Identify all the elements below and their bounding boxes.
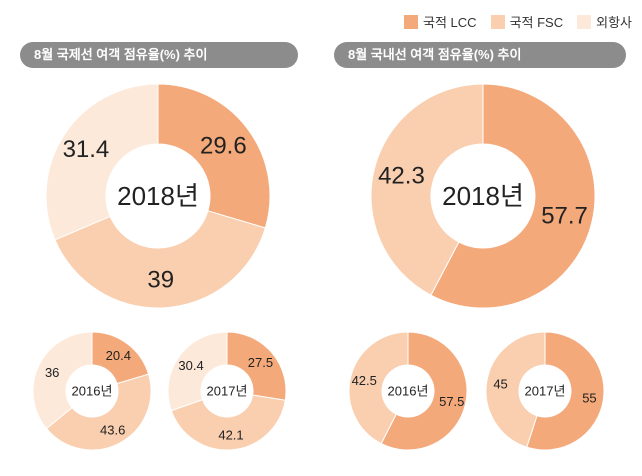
donut-slice-dom-2016-lcc	[380, 331, 468, 451]
donut-slice-intl-2017-foreign	[167, 331, 228, 412]
data-label-dom-2017-lcc: 55	[582, 391, 596, 406]
donut-hole-intl-2016	[66, 365, 118, 417]
donut-hole-intl-2018	[106, 144, 210, 248]
donut-slice-dom-2018-lcc	[430, 83, 596, 309]
data-label-intl-2017-fsc: 42.1	[218, 427, 243, 442]
donut-slice-intl-2018-foreign	[45, 83, 159, 241]
data-label-intl-2017-foreign: 30.4	[178, 358, 203, 373]
data-label-intl-2016-lcc: 20.4	[106, 348, 131, 363]
center-label-intl-2018: 2018년	[117, 181, 199, 211]
legend-item-lcc: 국적 LCC	[404, 12, 477, 31]
donut-intl-2016: 20.4 43.6 36 2016년	[32, 331, 152, 451]
data-label-dom-2016-fsc: 42.5	[352, 373, 377, 388]
donut-dom-2017: 55 45 2017년	[485, 331, 605, 451]
international-section-title: 8월 국제선 여객 점유율(%) 추이	[20, 42, 298, 68]
donut-slice-dom-2018-fsc	[370, 83, 484, 296]
data-label-dom-2016-lcc: 57.5	[439, 394, 464, 409]
data-label-intl-2018-fsc: 39	[147, 266, 174, 293]
donut-slice-intl-2016-fsc	[45, 373, 152, 451]
data-label-dom-2018-fsc: 42.3	[378, 162, 425, 189]
data-label-intl-2018-lcc: 29.6	[200, 132, 247, 159]
donut-slice-dom-2017-lcc	[526, 331, 605, 451]
donut-hole-dom-2016	[382, 365, 434, 417]
legend-label-fsc: 국적 FSC	[509, 15, 564, 30]
center-label-dom-2018: 2018년	[442, 181, 524, 211]
legend-swatch-lcc	[404, 14, 419, 29]
data-label-intl-2017-lcc: 27.5	[248, 355, 273, 370]
legend: 국적 LCC 국적 FSC 외항사	[404, 12, 632, 31]
legend-label-lcc: 국적 LCC	[423, 15, 477, 30]
donut-slice-intl-2017-lcc	[226, 331, 287, 401]
legend-swatch-foreign	[577, 14, 592, 29]
donut-slice-dom-2017-fsc	[485, 331, 546, 448]
data-label-intl-2016-foreign: 36	[45, 365, 59, 380]
donut-hole-dom-2017	[519, 365, 571, 417]
donut-hole-intl-2017	[201, 365, 253, 417]
legend-swatch-fsc	[490, 14, 505, 29]
donut-slice-intl-2016-foreign	[32, 331, 93, 430]
center-label-dom-2016: 2016년	[388, 384, 429, 399]
donut-slice-intl-2018-fsc	[54, 210, 266, 309]
donut-intl-2018: 29.6 39 31.4 2018년	[45, 83, 271, 309]
center-label-intl-2017: 2017년	[207, 384, 248, 399]
data-label-intl-2016-fsc: 43.6	[100, 422, 125, 437]
center-label-dom-2017: 2017년	[525, 384, 566, 399]
legend-label-foreign: 외항사	[596, 15, 632, 30]
legend-item-fsc: 국적 FSC	[490, 12, 564, 31]
data-label-dom-2017-fsc: 45	[493, 376, 507, 391]
donut-slice-intl-2017-fsc	[170, 394, 286, 451]
center-label-intl-2016: 2016년	[72, 384, 113, 399]
donut-hole-dom-2018	[431, 144, 535, 248]
donut-dom-2018: 57.7 42.3 2018년	[370, 83, 596, 309]
donut-intl-2017: 27.5 42.1 30.4 2017년	[167, 331, 287, 451]
domestic-section-title: 8월 국내선 여객 점유율(%) 추이	[334, 42, 626, 68]
donut-slice-dom-2016-fsc	[348, 331, 409, 445]
donut-slice-intl-2018-lcc	[157, 83, 271, 229]
legend-item-foreign: 외항사	[577, 12, 632, 31]
donut-dom-2016: 57.5 42.5 2016년	[348, 331, 468, 451]
data-label-intl-2018-foreign: 31.4	[63, 136, 110, 163]
data-label-dom-2018-lcc: 57.7	[541, 203, 588, 230]
